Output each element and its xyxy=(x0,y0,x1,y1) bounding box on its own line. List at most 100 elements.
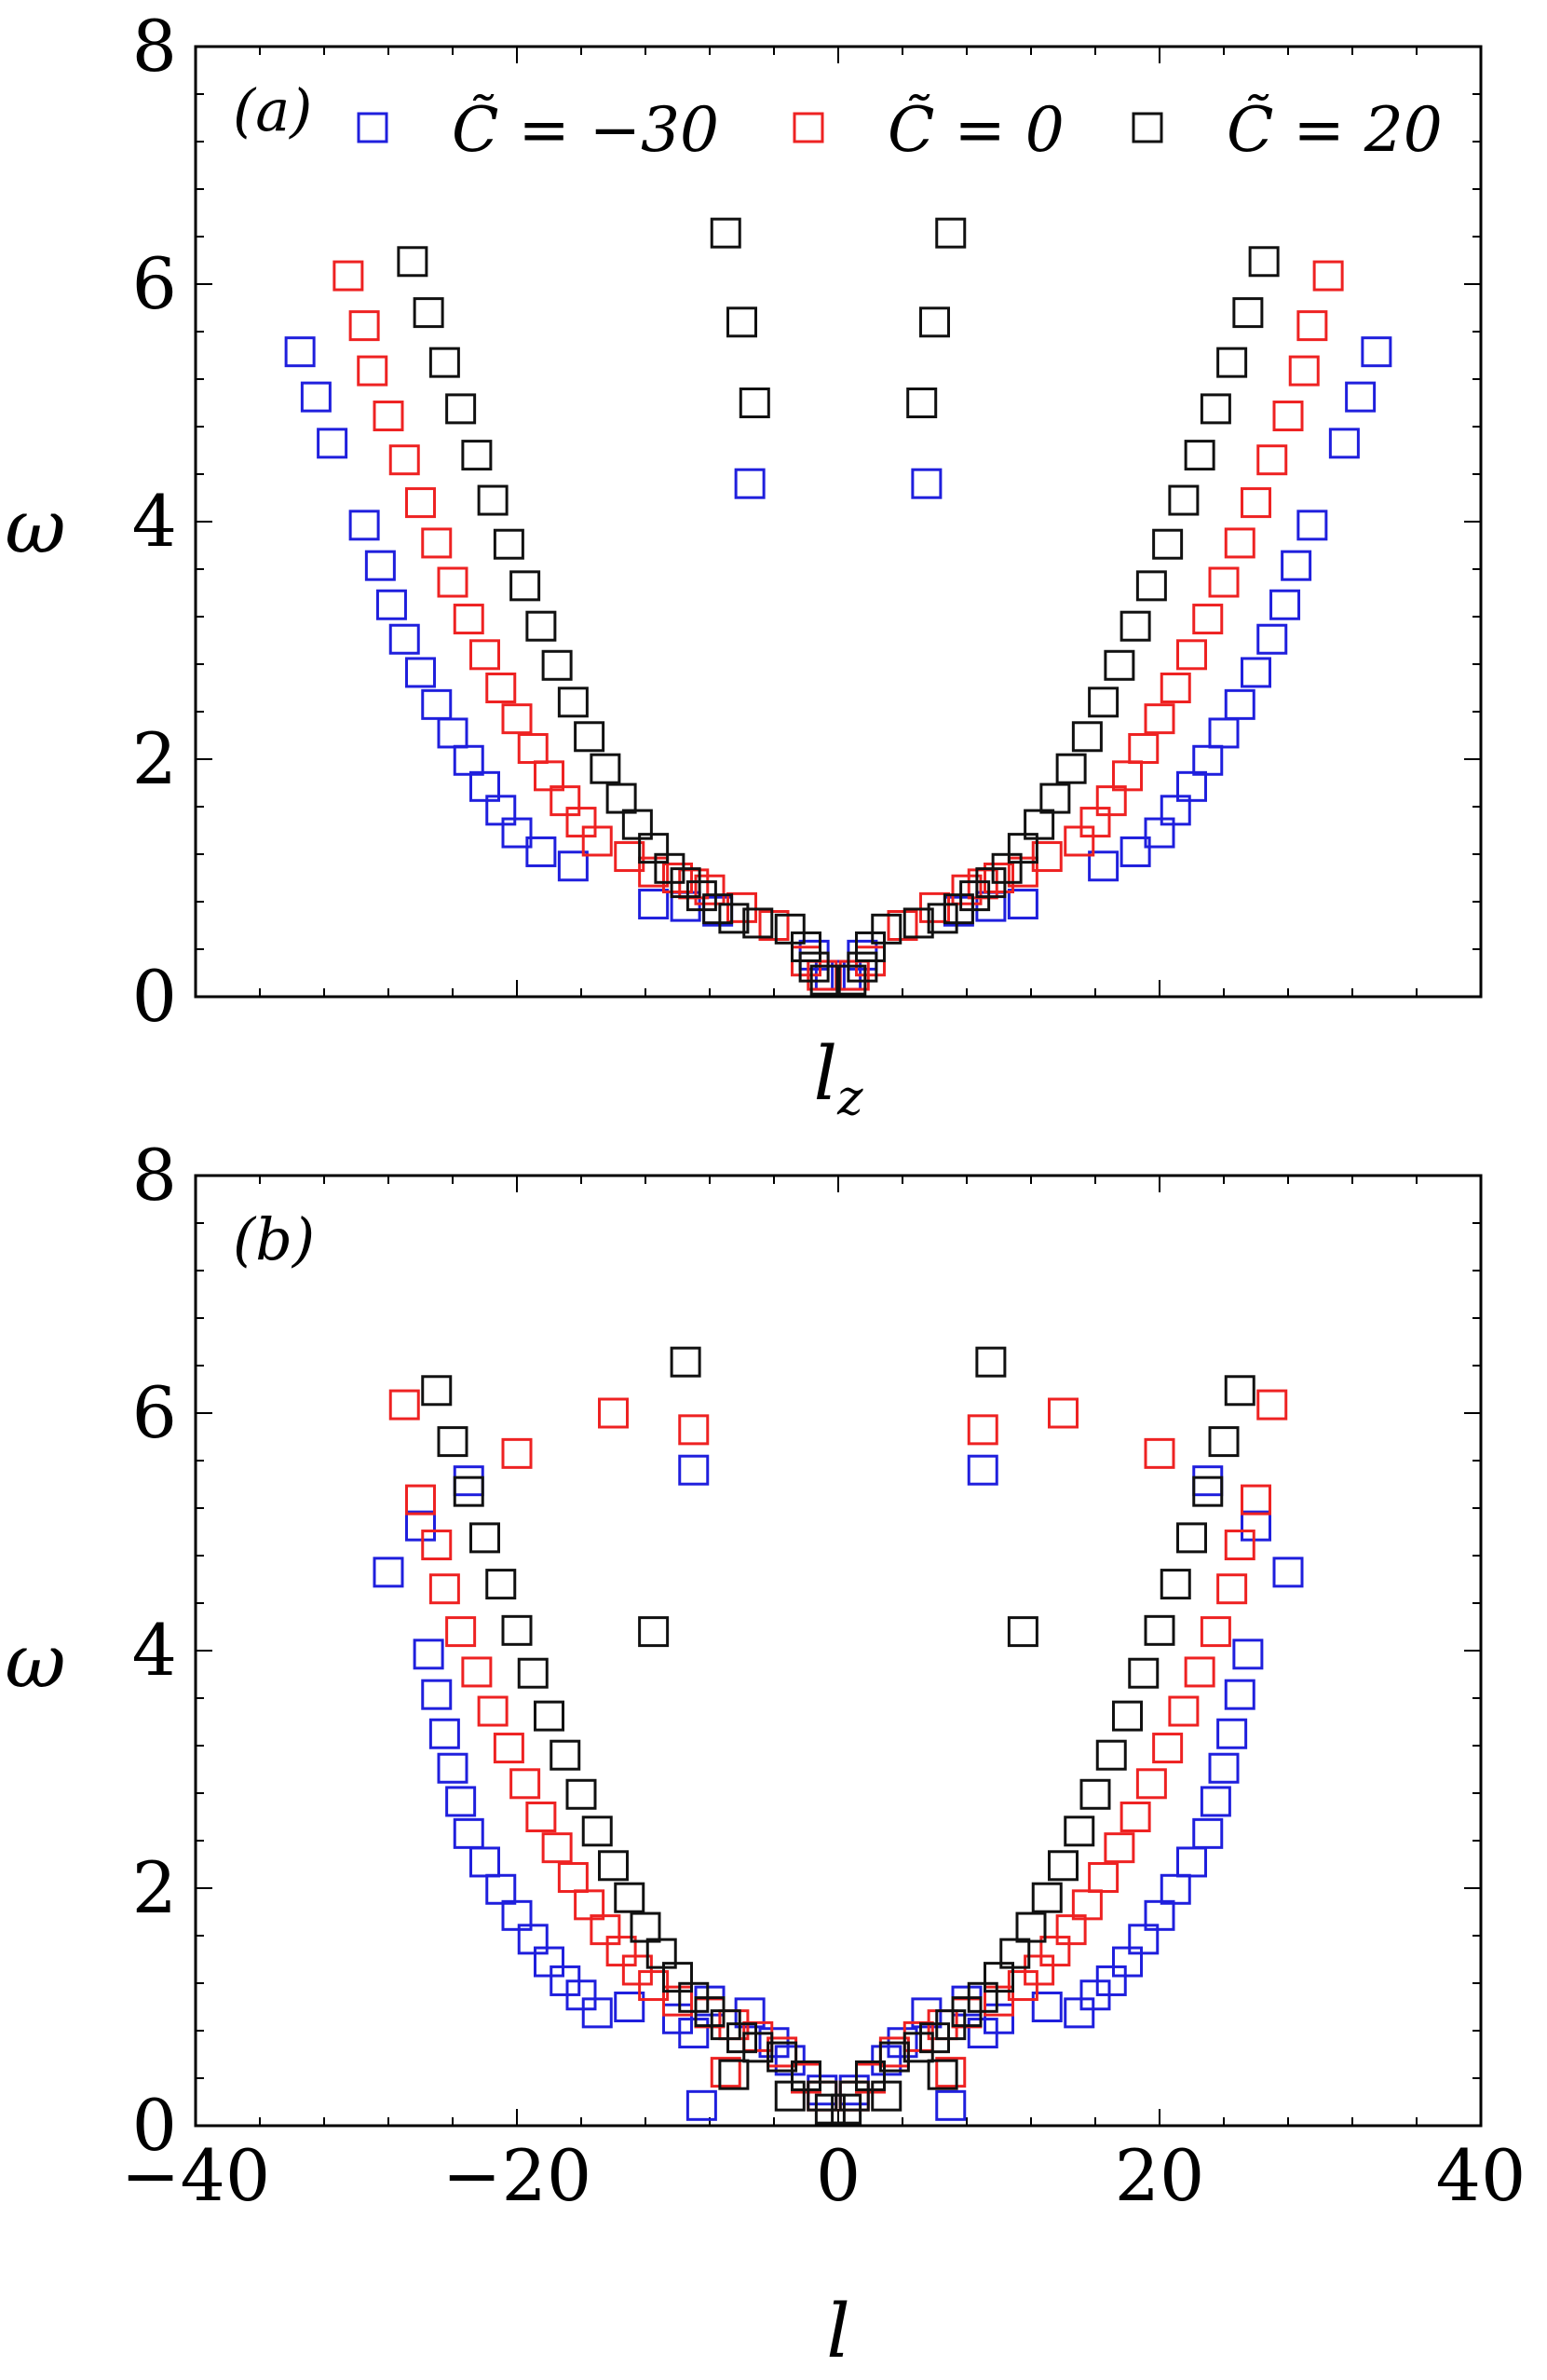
panel-a-series-1-point xyxy=(662,863,693,893)
panel-a-series-2-point xyxy=(557,687,589,718)
panel-a-series-1-point xyxy=(388,444,420,476)
panel-b-series-1-point xyxy=(1224,1530,1255,1561)
panel-b-series-0-point xyxy=(614,1992,645,2022)
panel-b-series-2-point xyxy=(534,1700,564,1732)
panel-b-series-2-point xyxy=(630,1911,661,1943)
panel-b-series-0-point xyxy=(1200,1786,1231,1817)
panel-b-x-tick-label: −40 xyxy=(121,2134,270,2217)
panel-b-series-1-point xyxy=(1007,1970,1038,2002)
panel-a-series-0-point xyxy=(300,381,332,413)
panel-b-series-2-point xyxy=(1224,1375,1255,1407)
panel-b-series-2-point xyxy=(927,2059,958,2090)
panel-a-series-2-point xyxy=(1039,782,1071,814)
panel-b-series-0-point xyxy=(967,2018,998,2049)
panel-a-series-2-point xyxy=(991,852,1023,884)
panel-a-series-2-point xyxy=(906,388,938,418)
panel-a-series-2-point xyxy=(1007,833,1038,864)
panel-a-series-2-point xyxy=(477,484,509,516)
panel-a-series-2-point xyxy=(1055,753,1087,784)
panel-a-series-2-point xyxy=(927,903,958,934)
panel-b-series-2-point xyxy=(517,1657,549,1689)
panel-a-series-2-point xyxy=(919,306,950,338)
panel-a-series-1-point xyxy=(951,874,983,905)
panel-a-series-2-point xyxy=(1248,246,1280,278)
panel-b-series-2-point xyxy=(1079,1778,1111,1810)
panel-b-series-1-point xyxy=(1184,1656,1215,1688)
panel-a-legend: C̃ = −30 C̃ = 0 C̃ = 20 xyxy=(357,94,1443,166)
panel-a-series-1-point xyxy=(373,401,404,432)
panel-b-y-axis-label: ω xyxy=(5,1618,65,1705)
panel-b-series-2-point xyxy=(1064,1816,1095,1847)
panel-b-series-0-point xyxy=(405,1510,436,1542)
panel-a-series-0-point xyxy=(1144,817,1175,849)
panel-a-series-1-point xyxy=(984,863,1014,893)
panel-b-series-1-point xyxy=(557,1862,589,1894)
panel-b-series-1-point xyxy=(525,1802,557,1832)
panel-a-series-2-point xyxy=(428,347,460,378)
panel-b-series-2-point xyxy=(1160,1569,1191,1600)
panel-a-series-2-point xyxy=(847,951,878,983)
panel-b-series-2-point xyxy=(831,2093,862,2125)
panel-b-series-1-point xyxy=(405,1484,436,1516)
panel-b-series-0-point xyxy=(1031,1992,1063,2022)
panel-a-series-2-point xyxy=(621,809,653,840)
panel-a-series-0-point xyxy=(1328,428,1360,459)
panel-b-series-0-point xyxy=(911,1997,943,2029)
panel-b-series-0-point xyxy=(1192,1817,1224,1849)
panel-a-y-ticks: 0 2 4 6 8 xyxy=(132,5,1481,1038)
panel-b-series-0-point xyxy=(871,2045,902,2076)
panel-b-series-1-point xyxy=(501,1437,533,1469)
panel-b-series-2-point xyxy=(855,2060,886,2091)
panel-b-series-0-point xyxy=(485,1873,517,1905)
panel-a-series-2-point xyxy=(710,217,741,249)
panel-b-series-2-point xyxy=(1007,1616,1038,1648)
panel-b-series-1-point xyxy=(1071,1889,1103,1921)
panel-b-series-1-point xyxy=(428,1573,460,1605)
panel-a-series-0-point xyxy=(1345,381,1377,413)
panel-b-series-0-point xyxy=(774,2045,806,2076)
panel-b-series-1-point xyxy=(477,1695,509,1727)
panel-b-series-2-point xyxy=(453,1476,484,1507)
panel-b-series-2-point xyxy=(1112,1700,1143,1732)
panel-a-series-2-point xyxy=(718,903,750,934)
panel-a-series-0-point xyxy=(405,657,436,688)
panel-b-series-1-point xyxy=(1135,1768,1167,1800)
panel-b-series-1-point xyxy=(1088,1862,1120,1894)
panel-b-series-1-point xyxy=(1216,1573,1248,1605)
panel-b-series-1-point xyxy=(421,1530,453,1561)
panel-b-series-2-point xyxy=(1176,1522,1207,1554)
panel-a-series-1-point xyxy=(726,891,757,923)
panel-a-series-1-point xyxy=(1241,487,1271,519)
panel-b-series-2-point xyxy=(645,1938,677,1969)
panel-b-series-0-point xyxy=(428,1718,460,1749)
panel-b-series-0-point xyxy=(469,1846,500,1878)
panel-b-series-0-point xyxy=(421,1679,453,1710)
panel-b: 0 2 4 6 8 −40 −20 0 20 40 (b) ω l xyxy=(5,1134,1526,2374)
panel-a-series-0-point xyxy=(1007,889,1038,920)
panel-a-series-1-point xyxy=(469,639,500,671)
panel-a-series-2-point xyxy=(1135,570,1167,602)
panel-b-series-2-point xyxy=(638,1616,670,1648)
panel-a-series-0-point xyxy=(485,795,517,826)
panel-b-series-1-point xyxy=(1144,1437,1175,1469)
panel-a-series-1-point xyxy=(485,673,517,703)
panel-b-series-0-point xyxy=(1224,1679,1255,1710)
panel-b-series-1-point xyxy=(1120,1802,1151,1832)
panel-a-series-2-point xyxy=(574,721,605,753)
panel-a-series-1-point xyxy=(638,856,670,888)
panel-a-series-2-point xyxy=(702,893,734,925)
panel-a-series-0-point xyxy=(1296,510,1328,541)
panel-a-series-1-point xyxy=(1144,703,1175,735)
panel-b-series-1-point xyxy=(935,2057,967,2088)
panel-b-series-0-point xyxy=(1272,1557,1304,1588)
panel-a-series-1-point xyxy=(758,910,790,941)
panel-b-series-1-point xyxy=(678,1414,710,1446)
panel-b-y-tick-label: 0 xyxy=(132,2084,177,2167)
panel-a-series-1-point xyxy=(1064,825,1095,857)
panel-b-y-ticks: 0 2 4 6 8 xyxy=(132,1134,1481,2167)
panel-a-series-2-point xyxy=(605,782,637,814)
panel-a-series-1-point xyxy=(437,566,468,598)
panel-b-series-0-point xyxy=(1216,1718,1248,1749)
panel-a-series-1-point xyxy=(565,807,597,838)
panel-a-series-1-point xyxy=(1160,673,1191,703)
